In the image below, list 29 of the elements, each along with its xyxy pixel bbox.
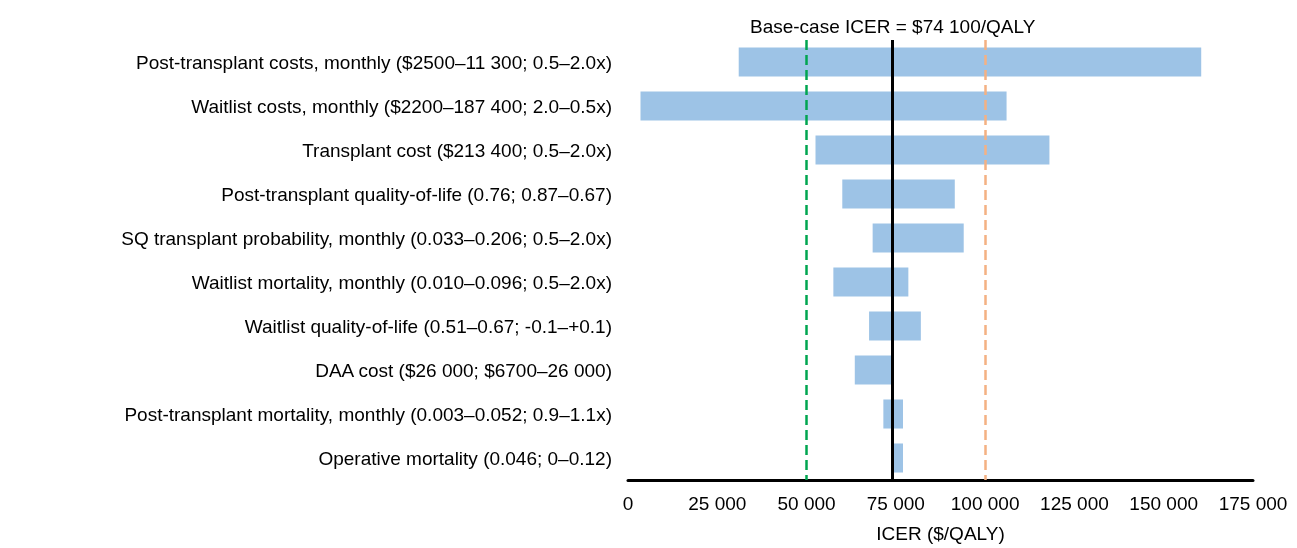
bar: [869, 311, 921, 341]
y-tick-label: Waitlist quality-of-life (0.51–0.67; -0.1–+0.1): [244, 315, 612, 337]
x-tick-label: 75 000: [866, 493, 925, 514]
y-tick-label: Post-transplant quality-of-life (0.76; 0.87–0.67): [221, 183, 612, 205]
bar: [892, 443, 903, 473]
y-tick-label: Post-transplant mortality, monthly (0.003–0.052; 0.9–1.1x): [124, 403, 612, 425]
bar: [854, 355, 893, 385]
y-tick-label: SQ transplant probability, monthly (0.033–0.206; 0.5–2.0x): [121, 227, 612, 249]
y-tick-label: DAA cost ($26 000; $6700–26 000): [315, 359, 612, 381]
y-tick-label: Post-transplant costs, monthly ($2500–11 300; 0.5–2.0x): [136, 51, 612, 73]
y-tick-label: Waitlist costs, monthly ($2200–187 400; 2.0–0.5x): [191, 95, 612, 117]
x-tick-label: 25 000: [688, 493, 747, 514]
bar: [842, 179, 955, 209]
bar: [833, 267, 909, 297]
x-tick-label: 125 000: [1040, 493, 1109, 514]
x-tick-label: 150 000: [1129, 493, 1199, 514]
x-tick-label: 50 000: [777, 493, 836, 514]
x-axis-title: ICER ($/QALY): [876, 523, 1005, 544]
ref-line-label: Base-case ICER = $74 100/QALY: [749, 16, 1036, 37]
x-tick-label: 0: [622, 493, 634, 514]
bar: [815, 135, 1050, 165]
y-tick-label: Waitlist mortality, monthly (0.010–0.096; 0.5–2.0x): [191, 271, 612, 293]
bar: [640, 91, 1007, 121]
bar: [738, 47, 1202, 77]
y-tick-label: Transplant cost ($213 400; 0.5–2.0x): [302, 139, 612, 161]
x-tick-label: 175 000: [1218, 493, 1288, 514]
bar: [872, 223, 964, 253]
y-tick-label: Operative mortality (0.046; 0–0.12): [318, 447, 612, 469]
x-tick-label: 100 000: [950, 493, 1020, 514]
